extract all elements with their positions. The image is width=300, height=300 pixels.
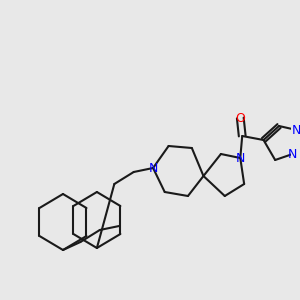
Text: O: O xyxy=(235,112,245,124)
Text: N: N xyxy=(236,152,245,164)
Text: N: N xyxy=(288,148,297,160)
Text: N: N xyxy=(148,161,158,175)
Text: N: N xyxy=(292,124,300,136)
